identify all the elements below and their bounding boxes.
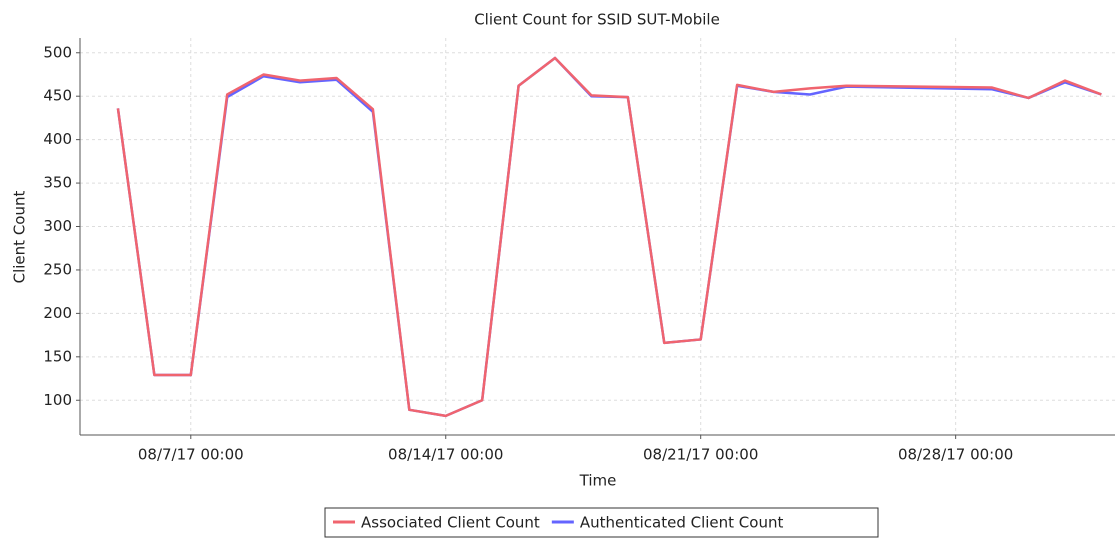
y-tick-label: 500 <box>43 43 72 61</box>
y-axis-label: Client Count <box>11 191 29 284</box>
y-tick-label: 400 <box>43 130 72 148</box>
x-tick-label: 08/21/17 00:00 <box>643 446 758 464</box>
y-tick-label: 350 <box>43 174 72 192</box>
legend-label: Associated Client Count <box>361 514 540 532</box>
y-tick-label: 200 <box>43 304 72 322</box>
y-tick-label: 250 <box>43 260 72 278</box>
y-tick-label: 150 <box>43 347 72 365</box>
series-line <box>116 56 1102 418</box>
x-tick-label: 08/14/17 00:00 <box>388 446 503 464</box>
series-line <box>116 56 1102 418</box>
y-tick-label: 100 <box>43 391 72 409</box>
legend-label: Authenticated Client Count <box>580 514 784 532</box>
chart-title: Client Count for SSID SUT-Mobile <box>474 11 720 29</box>
legend-box <box>324 507 879 538</box>
y-tick-label: 450 <box>43 87 72 105</box>
x-tick-label: 08/7/17 00:00 <box>138 446 244 464</box>
y-tick-label: 300 <box>43 217 72 235</box>
x-tick-label: 08/28/17 00:00 <box>898 446 1013 464</box>
x-axis-label: Time <box>579 472 617 490</box>
